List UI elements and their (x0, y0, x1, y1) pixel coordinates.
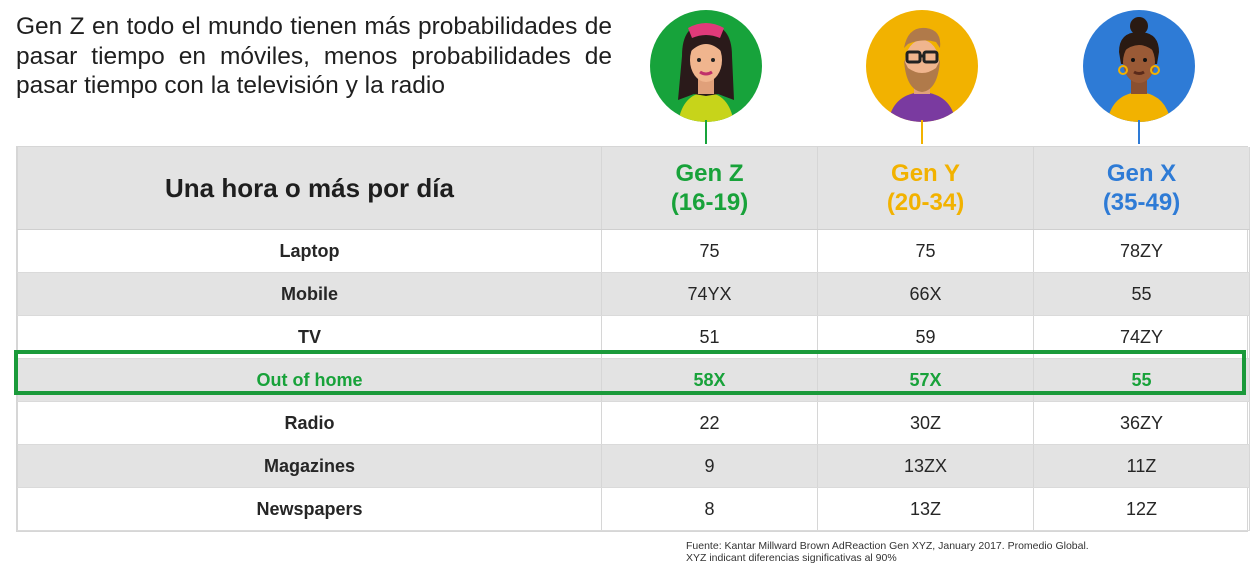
column-header-gen-x: Gen X (35-49) (1033, 147, 1250, 230)
column-header-gen-z: Gen Z (16-19) (601, 147, 818, 230)
cell-gen-z: 22 (601, 401, 818, 445)
media-usage-table: Una hora o más por día Gen Z (16-19) Gen… (16, 146, 1250, 532)
gen-z-name: Gen Z (675, 160, 744, 187)
cell-gen-y: 13Z (817, 487, 1034, 531)
cell-gen-x: 55 (1033, 358, 1250, 402)
row-label: Mobile (17, 272, 602, 316)
cell-gen-z: 8 (601, 487, 818, 531)
gen-x-age-range: (35-49) (1102, 189, 1181, 216)
table-row-magazines: Magazines 9 13ZX 11Z (17, 444, 1250, 488)
row-label: Out of home (17, 358, 602, 402)
row-label: Magazines (17, 444, 602, 488)
table-row-out-of-home: Out of home 58X 57X 55 (17, 358, 1250, 402)
row-label: Newspapers (17, 487, 602, 531)
gen-x-name: Gen X (1106, 160, 1177, 187)
cell-gen-z: 9 (601, 444, 818, 488)
column-header-gen-y: Gen Y (20-34) (817, 147, 1034, 230)
bearded-man-avatar-icon (864, 8, 980, 124)
cell-gen-y: 57X (817, 358, 1034, 402)
footnote-significance-line: XYZ indicant diferencias significativas … (686, 552, 897, 564)
cell-gen-z: 51 (601, 315, 818, 359)
footnote-source-line: Fuente: Kantar Millward Brown AdReaction… (686, 540, 1089, 552)
woman-avatar-icon (648, 8, 764, 124)
cell-gen-x: 36ZY (1033, 401, 1250, 445)
curly-hair-woman-avatar-icon (1081, 8, 1197, 124)
gen-y-name: Gen Y (891, 160, 960, 187)
headline: Gen Z en todo el mundo tienen más probab… (16, 13, 612, 99)
gen-y-age-range: (20-34) (886, 189, 965, 216)
source-footnote: Fuente: Kantar Millward Brown AdReaction… (686, 540, 1226, 564)
gen-y-connector (921, 120, 923, 144)
gen-z-age-range: (16-19) (670, 189, 749, 216)
row-label: TV (17, 315, 602, 359)
cell-gen-x: 78ZY (1033, 229, 1250, 273)
cell-gen-x: 11Z (1033, 444, 1250, 488)
cell-gen-x: 55 (1033, 272, 1250, 316)
row-label: Laptop (17, 229, 602, 273)
table-row-newspapers: Newspapers 8 13Z 12Z (17, 487, 1250, 531)
cell-gen-y: 66X (817, 272, 1034, 316)
cell-gen-z: 75 (601, 229, 818, 273)
table-header-row: Una hora o más por día Gen Z (16-19) Gen… (17, 147, 1250, 230)
cell-gen-y: 13ZX (817, 444, 1034, 488)
table-row-mobile: Mobile 74YX 66X 55 (17, 272, 1250, 316)
cell-gen-z: 58X (601, 358, 818, 402)
gen-x-connector (1138, 120, 1140, 144)
cell-gen-x: 74ZY (1033, 315, 1250, 359)
table-row-tv: TV 51 59 74ZY (17, 315, 1250, 359)
table-header-label: Una hora o más por día (165, 172, 454, 203)
table-row-radio: Radio 22 30Z 36ZY (17, 401, 1250, 445)
cell-gen-y: 30Z (817, 401, 1034, 445)
table-row-laptop: Laptop 75 75 78ZY (17, 229, 1250, 273)
cell-gen-x: 12Z (1033, 487, 1250, 531)
row-header-cell: Una hora o más por día (17, 147, 602, 230)
cell-gen-y: 75 (817, 229, 1034, 273)
row-label: Radio (17, 401, 602, 445)
cell-gen-z: 74YX (601, 272, 818, 316)
cell-gen-y: 59 (817, 315, 1034, 359)
gen-z-connector (705, 120, 707, 144)
